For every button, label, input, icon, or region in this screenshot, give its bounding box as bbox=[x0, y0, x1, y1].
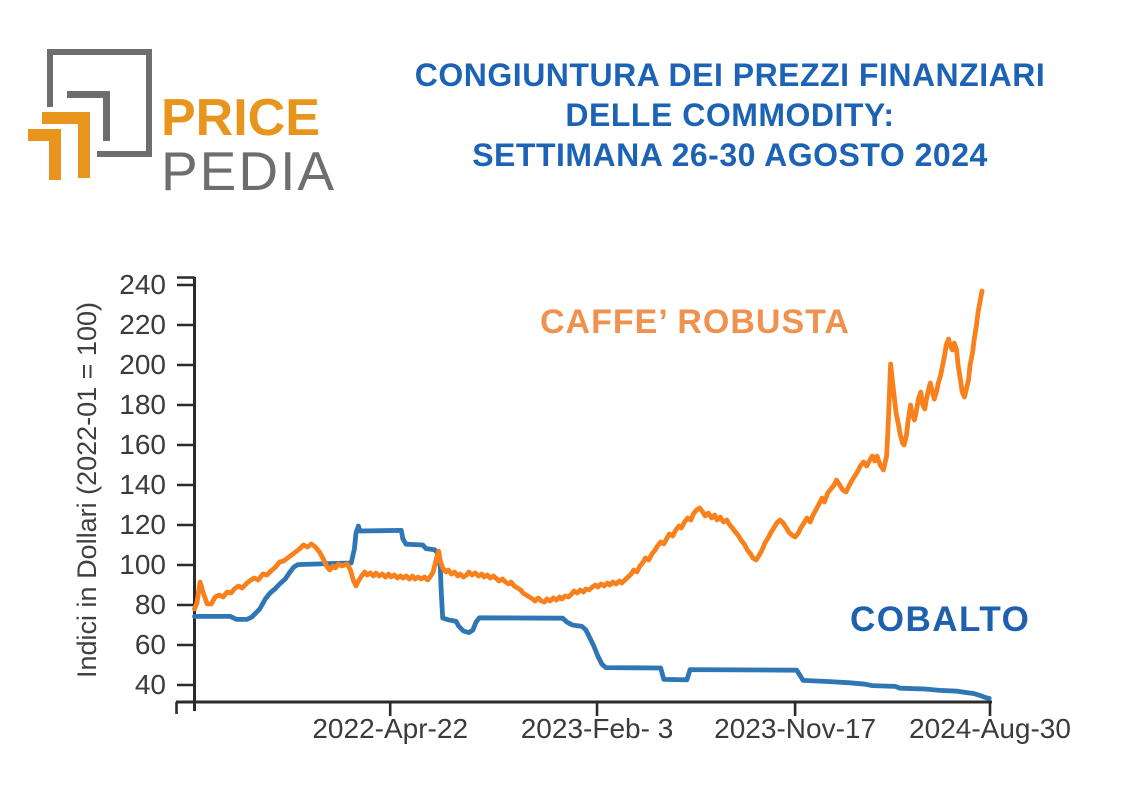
logo-square-top-edge bbox=[47, 49, 152, 55]
y-tick-label: 40 bbox=[134, 669, 166, 700]
y-tick-label: 100 bbox=[119, 549, 166, 580]
y-tick-label: 140 bbox=[119, 469, 166, 500]
y-tick-label: 160 bbox=[119, 429, 166, 460]
series-line-cobalto bbox=[192, 523, 992, 701]
y-tick-label: 220 bbox=[119, 309, 166, 340]
logo-square-left-edge bbox=[47, 49, 53, 107]
x-tick-label: 2024-Aug-30 bbox=[909, 713, 1071, 744]
x-tick-label: 2023-Nov-17 bbox=[714, 713, 877, 744]
y-tick-label: 240 bbox=[119, 269, 166, 300]
logo-orange-bracket-small-vertical bbox=[49, 129, 61, 180]
y-tick-label: 80 bbox=[134, 589, 166, 620]
y-tick-label: 180 bbox=[119, 389, 166, 420]
title-line-1: CONGIUNTURA DEI PREZZI FINANZIARI bbox=[414, 57, 1046, 93]
logo-gray-bracket-vertical bbox=[103, 91, 110, 141]
y-tick-label: 120 bbox=[119, 509, 166, 540]
logo-square-right-edge bbox=[146, 49, 152, 157]
x-tick-label: 2023-Feb- 3 bbox=[520, 713, 674, 744]
title-line-2: DELLE COMMODITY: bbox=[565, 97, 895, 133]
logo-gray-bracket-horizontal bbox=[67, 91, 110, 98]
logo-wordmark-price: PRICE bbox=[161, 89, 320, 147]
series-line-caffe-robusta bbox=[192, 288, 985, 612]
series-label-cobalto: COBALTO bbox=[850, 600, 1031, 639]
series-label-caffe-robusta: CAFFE’ ROBUSTA bbox=[540, 303, 850, 341]
y-tick-label: 200 bbox=[119, 349, 166, 380]
title-line-3: SETTIMANA 26-30 AGOSTO 2024 bbox=[472, 137, 988, 173]
y-tick-label: 60 bbox=[134, 629, 166, 660]
logo-square-bottom-edge bbox=[97, 151, 152, 157]
y-axis-title: Indici in Dollari (2022-01 = 100) bbox=[72, 302, 102, 678]
page-title: CONGIUNTURA DEI PREZZI FINANZIARI DELLE … bbox=[385, 55, 1075, 175]
logo-wordmark-pedia: PEDIA bbox=[161, 140, 337, 202]
pricepedia-logo: PRICE PEDIA bbox=[28, 45, 370, 202]
x-tick-label: 2022-Apr-22 bbox=[312, 713, 469, 744]
logo-orange-bracket-large-vertical bbox=[78, 112, 90, 178]
